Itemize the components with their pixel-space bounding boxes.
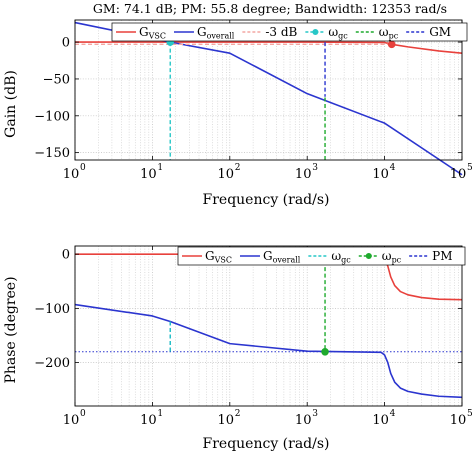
x-tick-label: 10: [218, 167, 235, 182]
x-tick-label: 10: [450, 413, 467, 428]
phase-y-axis-label: Phase (degree): [3, 276, 19, 383]
x-tick-label-exponent: 0: [80, 163, 86, 173]
x-tick-label: 10: [372, 167, 389, 182]
legend-entry-subscript: gc: [338, 32, 348, 41]
legend-entry-label: ω: [331, 249, 341, 263]
legend-entry-label: -3 dB: [265, 25, 297, 39]
gain-y-axis-label: Gain (dB): [3, 70, 19, 138]
y-tick-label: 0: [62, 36, 70, 51]
x-tick-label-exponent: 0: [80, 409, 86, 419]
x-tick-label-exponent: 4: [390, 163, 396, 173]
legend-entry-label: ω: [328, 25, 338, 39]
legend-entry-label: GM: [429, 25, 451, 39]
x-tick-label-exponent: 2: [235, 163, 241, 173]
y-tick-label: 0: [62, 248, 70, 263]
x-tick-label-exponent: 1: [157, 409, 163, 419]
legend-swatch-marker: [365, 253, 372, 259]
legend-entry-label: G: [197, 25, 207, 39]
gain-plot-series: [74, 21, 463, 176]
phase-plot-ticks: 10 0 10 1 10 2 10 3 10 4 10 50−100−200: [34, 246, 473, 428]
phase-plot-series: [74, 253, 463, 399]
x-tick-label-exponent: 5: [467, 409, 473, 419]
gain-x-axis-label: Frequency (rad/s): [203, 192, 330, 208]
x-tick-label-exponent: 2: [235, 409, 241, 419]
legend-entry-label: G: [263, 249, 273, 263]
legend-entry-subscript: overall: [207, 32, 235, 41]
data-marker: [387, 40, 396, 49]
legend-entry-label: G: [139, 25, 149, 39]
x-tick-label: 10: [295, 413, 312, 428]
x-tick-label-exponent: 5: [467, 163, 473, 173]
y-tick-label: −150: [34, 146, 70, 161]
legend-entry-subscript: pc: [392, 256, 402, 265]
gain-plot-frame: [74, 19, 463, 161]
legend-entry-subscript: VSC: [148, 32, 166, 41]
gain-plot-grid: [74, 20, 462, 160]
y-tick-label: −200: [34, 356, 70, 371]
legend-entry-subscript: pc: [389, 32, 399, 41]
legend-box: [111, 22, 468, 42]
legend-entry-label: ω: [382, 249, 392, 263]
y-tick-label: −100: [34, 302, 70, 317]
x-tick-label: 10: [140, 167, 157, 182]
x-tick-label: 10: [450, 167, 467, 182]
phase-x-axis-label: Frequency (rad/s): [203, 436, 330, 452]
x-tick-label-exponent: 1: [157, 163, 163, 173]
legend-swatch-marker: [312, 29, 319, 35]
legend-entry-label: G: [205, 249, 215, 263]
y-tick-label: −50: [43, 72, 70, 87]
x-tick-label: 10: [372, 413, 389, 428]
legend-entry-label: ω: [379, 25, 389, 39]
x-tick-label: 10: [63, 413, 80, 428]
legend-entry-label: PM: [432, 249, 452, 263]
x-tick-label: 10: [140, 413, 157, 428]
x-tick-label-exponent: 3: [312, 409, 318, 419]
x-tick-label: 10: [218, 413, 235, 428]
phase-plot-frame: [74, 245, 463, 407]
x-tick-label-exponent: 3: [312, 163, 318, 173]
legend-entry-subscript: VSC: [214, 256, 232, 265]
legend-entry-subscript: overall: [273, 256, 301, 265]
x-tick-label-exponent: 4: [390, 409, 396, 419]
x-tick-label: 10: [295, 167, 312, 182]
data-marker: [321, 347, 329, 356]
series-g_vsc: [75, 41, 463, 54]
phase-plot-grid: [74, 246, 462, 406]
gain-plot: GM: 74.1 dB; PM: 55.8 degree; Bandwidth:…: [3, 1, 473, 208]
legend-entry-subscript: gc: [341, 256, 351, 265]
series-phase_overall: [74, 303, 463, 399]
gain-plot-title: GM: 74.1 dB; PM: 55.8 degree; Bandwidth:…: [93, 1, 447, 16]
y-tick-label: −100: [34, 109, 70, 124]
x-tick-label: 10: [63, 167, 80, 182]
legend-box: [177, 246, 466, 266]
series-g_overall: [74, 21, 463, 176]
